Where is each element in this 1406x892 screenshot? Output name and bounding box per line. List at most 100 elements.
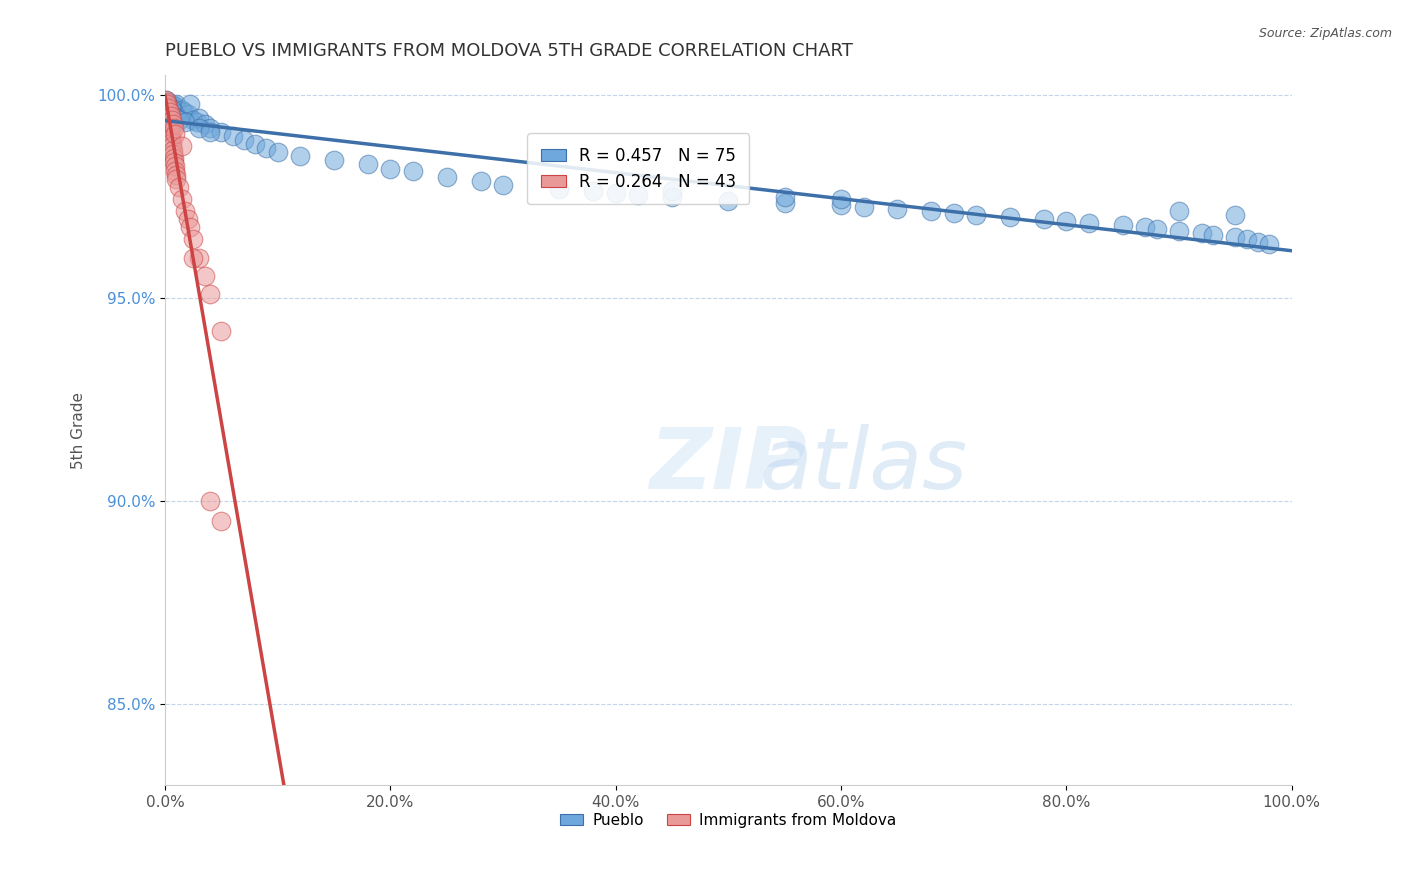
Point: [209, 324, 232, 338]
Point: [170, 139, 193, 153]
Y-axis label: 5th Grade: 5th Grade: [72, 392, 86, 468]
Point: [162, 117, 184, 131]
Point: [186, 115, 208, 129]
Point: [198, 494, 221, 508]
Point: [492, 178, 515, 192]
Point: [1168, 204, 1191, 219]
Point: [156, 103, 179, 117]
Point: [159, 127, 181, 141]
Point: [470, 174, 492, 188]
Text: ZIP: ZIP: [650, 424, 807, 508]
Point: [1191, 227, 1213, 241]
Point: [256, 141, 278, 155]
Point: [1225, 208, 1247, 222]
Point: [1236, 232, 1258, 246]
Point: [159, 123, 181, 137]
Point: [159, 104, 181, 119]
Point: [221, 129, 243, 144]
Point: [165, 168, 187, 182]
Point: [1225, 230, 1247, 244]
Point: [167, 112, 190, 127]
Point: [436, 169, 458, 184]
Point: [1202, 228, 1225, 243]
Point: [323, 153, 346, 168]
Point: [157, 101, 180, 115]
Point: [1258, 236, 1281, 251]
Point: [163, 109, 186, 123]
Point: [193, 268, 215, 283]
Point: [159, 131, 181, 145]
Point: [165, 127, 187, 141]
Point: [187, 120, 209, 135]
Point: [380, 161, 402, 176]
Point: [162, 143, 184, 157]
Point: [163, 152, 186, 166]
Point: [165, 163, 187, 178]
Point: [160, 96, 183, 111]
Point: [160, 135, 183, 149]
Point: [209, 125, 232, 139]
Point: [245, 137, 267, 152]
Point: [998, 210, 1021, 224]
Point: [402, 163, 425, 178]
Point: [159, 104, 181, 119]
Point: [181, 232, 204, 246]
Point: [773, 190, 796, 204]
Point: [582, 184, 605, 198]
Point: [163, 101, 186, 115]
Point: [165, 98, 187, 112]
Point: [179, 96, 201, 111]
Legend: Pueblo, Immigrants from Moldova: Pueblo, Immigrants from Moldova: [554, 807, 903, 834]
Point: [174, 115, 197, 129]
Point: [290, 149, 312, 163]
Point: [1112, 219, 1135, 233]
Point: [965, 208, 987, 222]
Point: [170, 192, 193, 206]
Point: [155, 93, 177, 107]
Point: [1077, 216, 1099, 230]
Point: [181, 251, 204, 265]
Point: [174, 204, 197, 219]
Point: [159, 101, 181, 115]
Point: [170, 103, 193, 117]
Point: [162, 107, 184, 121]
Point: [159, 103, 181, 117]
Point: [1146, 222, 1168, 236]
Point: [920, 204, 942, 219]
Point: [165, 96, 187, 111]
Point: [163, 155, 186, 169]
Point: [267, 145, 290, 160]
Point: [176, 107, 198, 121]
Point: [1247, 235, 1270, 249]
Point: [159, 119, 181, 133]
Point: [157, 98, 180, 112]
Point: [852, 200, 875, 214]
Point: [173, 104, 195, 119]
Point: [198, 120, 221, 135]
Point: [155, 98, 177, 112]
Point: [1168, 224, 1191, 238]
Text: Source: ZipAtlas.com: Source: ZipAtlas.com: [1258, 27, 1392, 40]
Point: [160, 112, 183, 127]
Point: [1032, 212, 1054, 227]
Point: [156, 96, 179, 111]
Point: [165, 171, 187, 186]
Point: [717, 194, 740, 208]
Point: [605, 186, 627, 200]
Point: [209, 515, 232, 529]
Point: [157, 101, 180, 115]
Point: [661, 184, 683, 198]
Point: [156, 107, 179, 121]
Point: [176, 212, 198, 227]
Point: [179, 220, 201, 235]
Point: [165, 111, 187, 125]
Point: [886, 202, 908, 216]
Text: atlas: atlas: [759, 424, 967, 508]
Point: [157, 115, 180, 129]
Point: [830, 198, 852, 212]
Point: [1054, 214, 1077, 228]
Point: [167, 179, 190, 194]
Point: [830, 192, 852, 206]
Point: [232, 133, 254, 147]
Point: [157, 111, 180, 125]
